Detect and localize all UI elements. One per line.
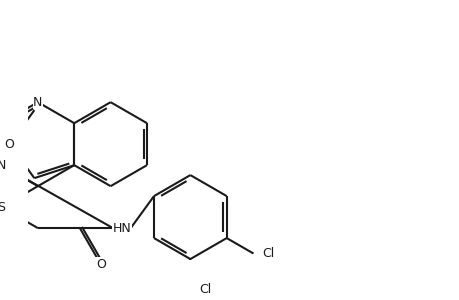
Text: S: S (0, 201, 6, 214)
Text: HN: HN (112, 222, 131, 235)
Text: O: O (5, 138, 15, 151)
Text: Cl: Cl (199, 284, 211, 296)
Text: Cl: Cl (262, 247, 274, 260)
Text: N: N (0, 159, 6, 172)
Text: N: N (33, 96, 43, 109)
Text: O: O (96, 258, 106, 271)
